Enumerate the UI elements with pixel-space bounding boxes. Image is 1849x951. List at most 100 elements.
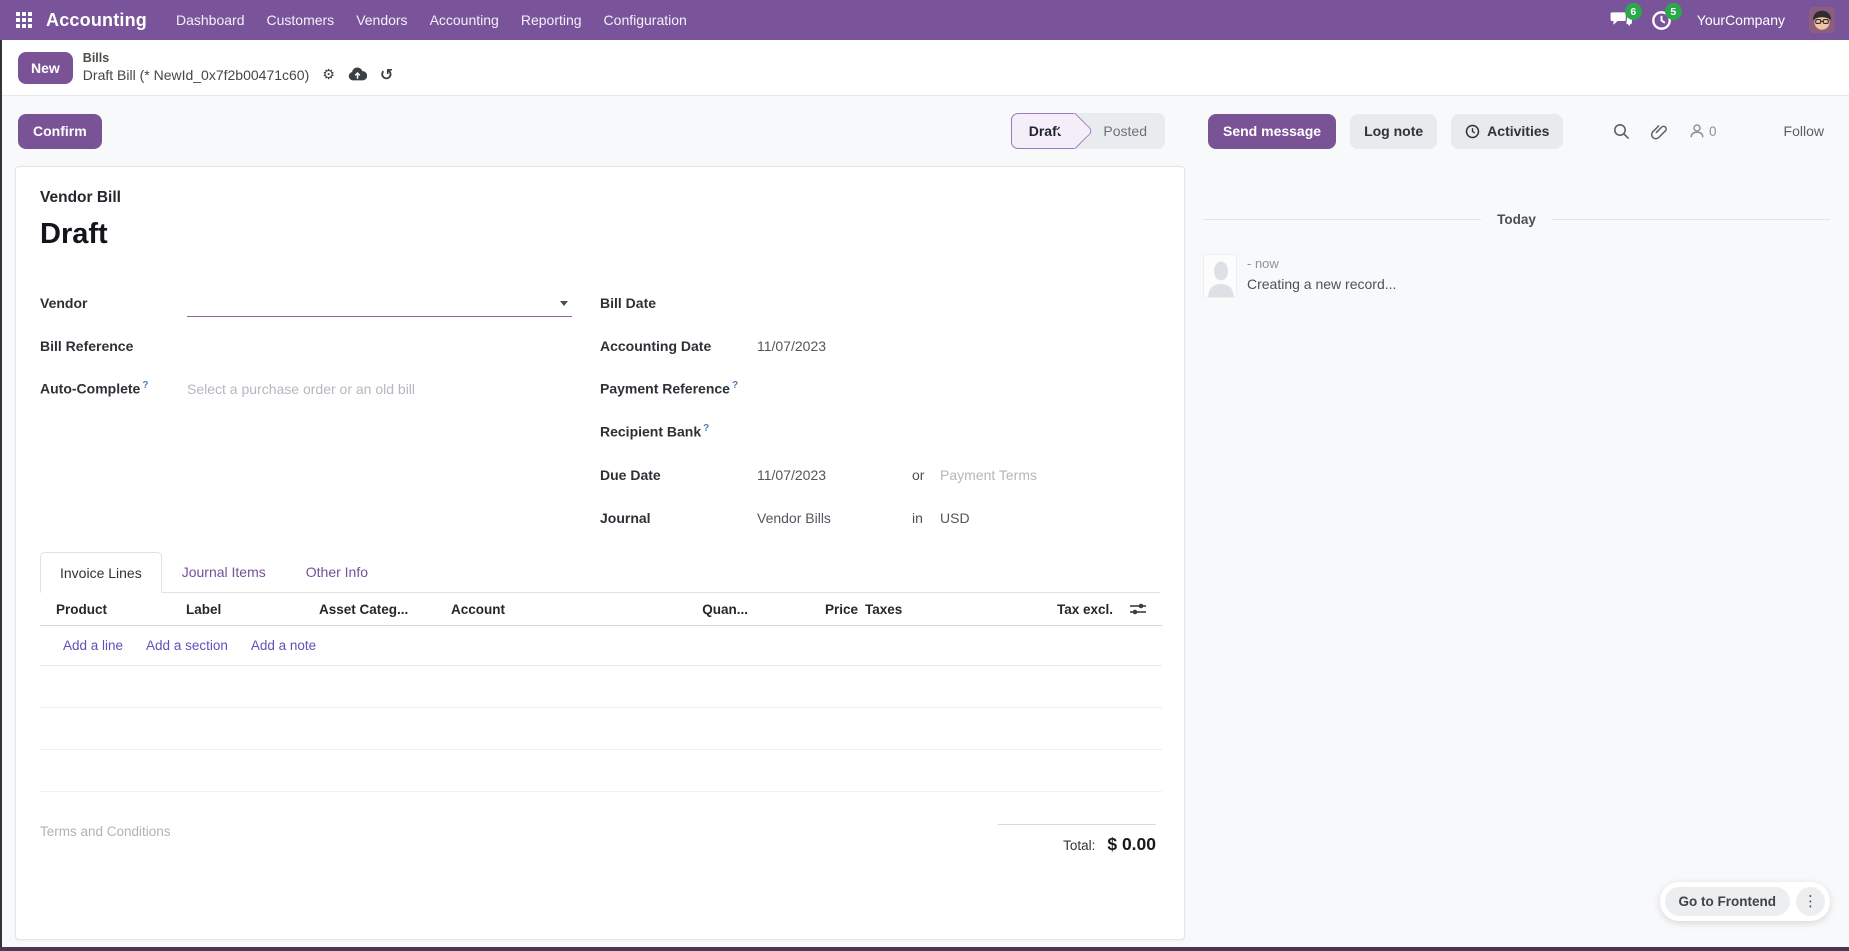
menu-configuration[interactable]: Configuration: [603, 12, 687, 28]
new-button[interactable]: New: [18, 51, 73, 84]
form-controls: Confirm Draft Posted: [0, 113, 1185, 149]
message-timestamp: - now: [1247, 256, 1279, 271]
floating-toolbar: Go to Frontend ⋮: [1659, 882, 1830, 921]
window-edge-bottom: [0, 947, 1849, 951]
window-edge-left: [0, 40, 2, 951]
recipient-bank-input[interactable]: [757, 418, 1142, 446]
followers-button[interactable]: 0: [1687, 121, 1719, 141]
bill-date-input[interactable]: [757, 289, 1142, 317]
journal-input[interactable]: Vendor Bills: [757, 509, 831, 526]
or-label: or: [912, 466, 925, 483]
col-quantity[interactable]: Quan...: [702, 601, 748, 617]
avatar-image: [1809, 7, 1835, 33]
bill-reference-label: Bill Reference: [40, 337, 134, 354]
chatter-controls: Send message Log note Activities: [1185, 113, 1849, 149]
invoice-lines-table: Product Label Asset Categ... Account Qua…: [40, 593, 1162, 792]
col-asset-category[interactable]: Asset Categ...: [319, 601, 409, 617]
notebook-tabs: Invoice Lines Journal Items Other Info: [40, 552, 1160, 593]
message-text: Creating a new record...: [1247, 276, 1397, 292]
activities-menu-icon[interactable]: 5: [1649, 3, 1682, 32]
search-messages-icon[interactable]: [1611, 121, 1632, 142]
col-price[interactable]: Price: [824, 601, 858, 617]
breadcrumb-bills-link[interactable]: Bills: [82, 50, 110, 65]
main-menu: Dashboard Customers Vendors Accounting R…: [165, 0, 698, 40]
menu-vendors[interactable]: Vendors: [356, 12, 408, 28]
send-message-button[interactable]: Send message: [1208, 113, 1337, 149]
confirm-button[interactable]: Confirm: [18, 113, 102, 149]
due-date-label: Due Date: [600, 466, 661, 483]
menu-accounting[interactable]: Accounting: [429, 12, 499, 28]
follow-button[interactable]: Follow: [1778, 122, 1830, 140]
col-label[interactable]: Label: [186, 601, 222, 617]
messages-icon[interactable]: 6: [1609, 3, 1642, 32]
payment-terms-input[interactable]: Payment Terms: [940, 466, 1037, 483]
menu-customers[interactable]: Customers: [266, 12, 335, 28]
field-accounting-date: Accounting Date 11/07/2023: [600, 324, 1160, 367]
field-auto-complete: Auto-Complete? Select a purchase order o…: [40, 367, 600, 410]
activity-clock-icon: [1465, 124, 1480, 138]
breadcrumb-current-record: Draft Bill (* NewId_0x7f2b00471c60): [82, 66, 310, 83]
empty-table-row: [40, 750, 1162, 792]
doc-type-label: Vendor Bill: [40, 189, 121, 206]
record-title: Draft: [40, 218, 108, 250]
currency-input[interactable]: USD: [940, 509, 970, 526]
more-options-icon[interactable]: ⋮: [1796, 887, 1825, 916]
total-value: $ 0.00: [1107, 834, 1156, 854]
chatter-message: - now Creating a new record...: [1203, 254, 1830, 298]
col-taxes[interactable]: Taxes: [865, 601, 903, 617]
col-product[interactable]: Product: [56, 601, 108, 617]
date-separator-label: Today: [1497, 212, 1536, 227]
vendor-input[interactable]: [187, 289, 572, 317]
field-grid: Vendor Bill Reference Auto-Complete? Sel…: [40, 281, 1160, 539]
tab-other-info[interactable]: Other Info: [305, 563, 369, 580]
help-icon[interactable]: ?: [731, 380, 739, 392]
go-to-frontend-button[interactable]: Go to Frontend: [1664, 887, 1790, 916]
col-tax-excl[interactable]: Tax excl.: [1056, 601, 1113, 617]
activities-badge: 5: [1664, 3, 1682, 20]
optional-columns-icon[interactable]: [1113, 602, 1162, 616]
activities-button[interactable]: Activities: [1451, 113, 1564, 149]
tab-invoice-lines[interactable]: Invoice Lines: [40, 552, 162, 593]
menu-reporting[interactable]: Reporting: [520, 12, 582, 28]
help-icon[interactable]: ?: [703, 423, 710, 435]
vendor-label: Vendor: [40, 294, 88, 311]
tab-journal-items[interactable]: Journal Items: [181, 563, 266, 580]
status-posted[interactable]: Posted: [1103, 123, 1147, 139]
due-date-input[interactable]: 11/07/2023: [757, 466, 827, 483]
log-note-button[interactable]: Log note: [1350, 113, 1438, 149]
auto-complete-input[interactable]: Select a purchase order or an old bill: [187, 380, 416, 397]
bill-date-label: Bill Date: [600, 294, 657, 311]
company-switcher[interactable]: YourCompany: [1696, 12, 1785, 28]
gear-icon[interactable]: ⚙: [322, 67, 335, 84]
breadcrumb-bar: New Bills Draft Bill (* NewId_0x7f2b0047…: [0, 40, 1849, 96]
message-avatar: [1203, 254, 1237, 298]
auto-complete-label: Auto-Complete?: [40, 380, 149, 397]
field-column-right: Bill Date Accounting Date 11/07/2023 Pay…: [600, 281, 1160, 539]
breadcrumb: Bills Draft Bill (* NewId_0x7f2b00471c60…: [83, 51, 393, 84]
save-cloud-icon[interactable]: [348, 67, 367, 84]
form-sheet: Vendor Bill Draft Vendor Bill Reference: [15, 166, 1185, 940]
add-a-line-link[interactable]: Add a line: [63, 638, 124, 653]
attachments-icon[interactable]: [1649, 121, 1670, 142]
status-draft[interactable]: Draft: [1010, 113, 1076, 149]
apps-menu-icon[interactable]: [16, 12, 32, 28]
discard-icon[interactable]: ↺: [379, 65, 394, 85]
accounting-date-input[interactable]: 11/07/2023: [757, 337, 827, 354]
field-vendor: Vendor: [40, 281, 600, 324]
field-column-left: Vendor Bill Reference Auto-Complete? Sel…: [40, 281, 600, 539]
payment-reference-input[interactable]: [757, 375, 1142, 403]
add-a-section-link[interactable]: Add a section: [146, 638, 228, 653]
clock-icon: [1652, 10, 1672, 30]
payment-reference-label: Payment Reference?: [600, 380, 739, 397]
follower-person-icon: [1690, 124, 1704, 138]
empty-table-row: [40, 666, 1162, 708]
col-account[interactable]: Account: [451, 601, 505, 617]
help-icon[interactable]: ?: [142, 380, 149, 392]
user-avatar[interactable]: [1809, 7, 1835, 33]
empty-table-row: [40, 708, 1162, 750]
bill-reference-input[interactable]: [187, 332, 572, 360]
terms-and-conditions-input[interactable]: Terms and Conditions: [40, 824, 171, 839]
app-name: Accounting: [46, 9, 147, 30]
menu-dashboard[interactable]: Dashboard: [176, 12, 245, 28]
add-a-note-link[interactable]: Add a note: [250, 638, 317, 653]
